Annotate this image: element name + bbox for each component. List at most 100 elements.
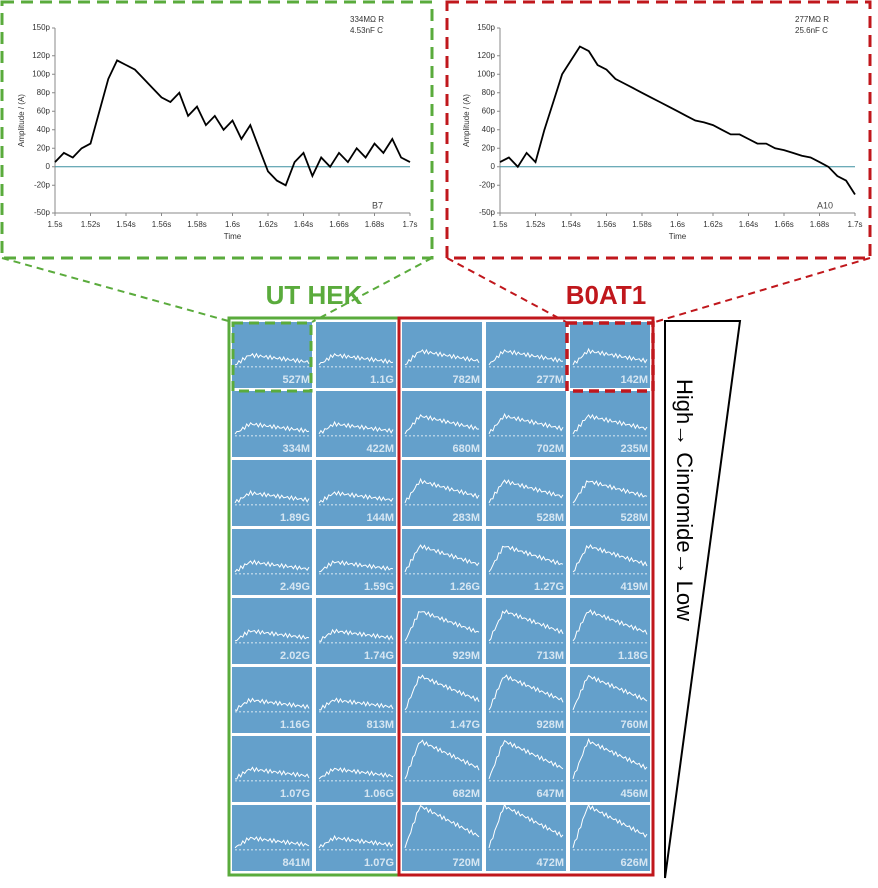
thumbnail [232,460,312,526]
thumb-trace [234,697,310,712]
resistance-label: 626M [620,857,648,869]
thumb-trace [572,803,648,849]
resistance-label: 2.02G [280,650,310,662]
resistance-label: 813M [366,719,394,731]
thumbnail [570,667,650,733]
resistance-label: 1.89G [280,512,310,524]
x-tick-label: 1.66s [774,220,794,229]
y-axis-label: Amplitude / (A) [17,94,26,147]
resistance-label: 929M [452,650,480,662]
x-tick-label: 1.58s [187,220,207,229]
annotation: 4.53nF C [350,26,383,35]
thumb-trace [404,804,480,849]
x-tick-label: 1.52s [526,220,546,229]
resistance-label: 283M [452,512,480,524]
resistance-label: 680M [452,443,480,455]
line-series [54,59,411,187]
highlight-box [231,321,313,393]
group-label: UT HEK [266,280,363,310]
thumbnail [486,598,566,664]
thumbnail [486,391,566,457]
thumb-trace [488,739,564,780]
thumbnail [402,598,482,664]
thumbnail [316,667,396,733]
x-tick-label: 1.64s [294,220,314,229]
resistance-label: 682M [452,788,480,800]
thumb-trace [404,544,480,573]
resistance-label: 782M [452,374,480,386]
resistance-label: 422M [366,443,394,455]
resistance-label: 144M [366,512,394,524]
thumb-trace [488,609,564,642]
x-tick-label: 1.68s [365,220,385,229]
y-tick-label: 100p [477,69,495,78]
thumb-trace [318,420,394,435]
thumbnail [316,598,396,664]
resistance-label: 1.16G [280,719,310,731]
resistance-label: 527M [282,374,310,386]
y-tick-label: 80p [37,88,51,97]
thumb-trace [572,347,648,366]
thumbnail [232,322,312,388]
resistance-label: 235M [620,443,648,455]
thumb-trace [572,737,648,780]
thumb-trace [488,479,564,504]
annotation: 277MΩ R [795,15,829,24]
gradient-triangle [664,320,742,879]
y-tick-label: 0 [46,162,51,171]
resistance-label: 277M [536,374,564,386]
y-tick-label: 0 [491,162,496,171]
thumb-trace [572,609,648,642]
highlight-box [565,321,655,393]
y-tick-label: -50p [34,208,51,217]
resistance-label: 419M [620,581,648,593]
thumbnail [316,460,396,526]
thumb-trace [488,802,564,849]
thumbnail [486,529,566,595]
x-tick-label: 1.62s [703,220,723,229]
thumbnail [232,736,312,802]
resistance-label: 472M [536,857,564,869]
y-tick-label: -50p [479,208,496,217]
thumbnail [486,736,566,802]
y-tick-label: 150p [477,23,495,32]
x-tick-label: 1.66s [329,220,349,229]
thumb-trace [318,559,394,573]
thumb-trace [234,628,310,642]
thumbnail [486,667,566,733]
resistance-label: 760M [620,719,648,731]
x-tick-label: 1.54s [116,220,136,229]
x-tick-label: 1.7s [847,220,862,229]
y-tick-label: -20p [34,180,51,189]
thumb-trace [234,559,310,573]
x-tick-label: 1.64s [739,220,759,229]
zoom-line [446,257,567,323]
thumb-trace [404,674,480,711]
annotation: 334MΩ R [350,15,384,24]
x-tick-label: 1.54s [561,220,581,229]
y-axis-label: Amplitude / (A) [462,94,471,147]
resistance-label: 713M [536,650,564,662]
y-tick-label: 150p [32,23,50,32]
thumbnail [402,667,482,733]
y-tick-label: 120p [32,51,50,60]
y-tick-label: 120p [477,51,495,60]
resistance-label: 720M [452,857,480,869]
group-label: B0AT1 [566,280,646,310]
thumb-trace [488,412,564,435]
thumb-trace [404,348,480,366]
thumb-trace [572,413,648,435]
resistance-label: 528M [536,512,564,524]
thumb-trace [234,352,310,366]
thumbnail [570,598,650,664]
well-label: A10 [817,200,833,210]
thumb-trace [488,349,564,366]
thumb-trace [318,353,394,366]
resistance-label: 1.59G [364,581,394,593]
thumbnail [232,529,312,595]
resistance-label: 841M [282,857,310,869]
line-series [499,45,856,195]
y-tick-label: 60p [37,106,51,115]
x-tick-label: 1.6s [670,220,685,229]
